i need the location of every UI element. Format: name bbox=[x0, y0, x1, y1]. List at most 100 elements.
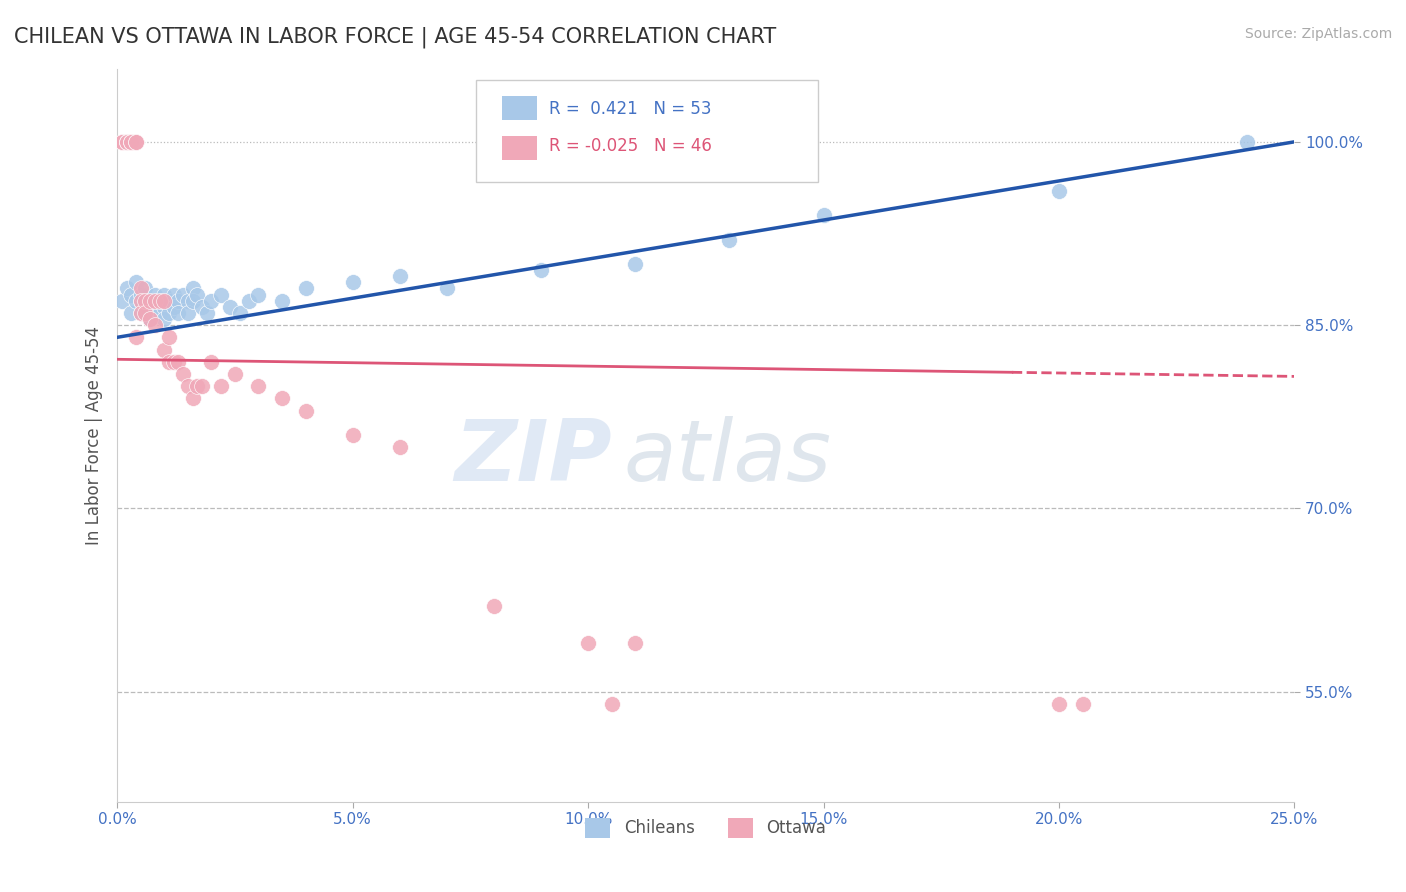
Point bbox=[224, 367, 246, 381]
Point bbox=[115, 135, 138, 149]
Point bbox=[134, 306, 156, 320]
Point bbox=[247, 287, 270, 301]
Point bbox=[129, 281, 152, 295]
Point bbox=[120, 135, 142, 149]
Point bbox=[167, 306, 190, 320]
Point bbox=[200, 355, 222, 369]
Point bbox=[342, 428, 364, 442]
Point bbox=[163, 300, 186, 314]
Point bbox=[129, 306, 152, 320]
Point bbox=[163, 355, 186, 369]
Point bbox=[388, 440, 411, 454]
Point bbox=[139, 312, 162, 326]
Point bbox=[143, 300, 166, 314]
Point bbox=[191, 300, 214, 314]
Point bbox=[148, 306, 170, 320]
Point bbox=[115, 135, 138, 149]
Point bbox=[148, 293, 170, 308]
Point bbox=[120, 135, 142, 149]
Point bbox=[143, 287, 166, 301]
Point bbox=[172, 287, 194, 301]
FancyBboxPatch shape bbox=[477, 79, 818, 182]
Point bbox=[209, 379, 232, 393]
Text: ZIP: ZIP bbox=[454, 416, 612, 499]
Point bbox=[294, 281, 316, 295]
Point bbox=[1071, 697, 1094, 711]
Point bbox=[153, 312, 176, 326]
Text: atlas: atlas bbox=[623, 416, 831, 499]
Point bbox=[624, 257, 647, 271]
Point bbox=[153, 300, 176, 314]
Point bbox=[342, 276, 364, 290]
Text: R = -0.025   N = 46: R = -0.025 N = 46 bbox=[550, 136, 711, 154]
Point bbox=[134, 306, 156, 320]
Point bbox=[143, 293, 166, 308]
Point bbox=[294, 403, 316, 417]
Point bbox=[1236, 135, 1258, 149]
Point bbox=[238, 293, 260, 308]
Point bbox=[247, 379, 270, 393]
Y-axis label: In Labor Force | Age 45-54: In Labor Force | Age 45-54 bbox=[86, 326, 103, 544]
Point bbox=[1047, 697, 1070, 711]
Point bbox=[271, 293, 294, 308]
Point bbox=[388, 269, 411, 284]
Point bbox=[436, 281, 458, 295]
Point bbox=[120, 306, 142, 320]
Point bbox=[157, 293, 180, 308]
Point bbox=[129, 287, 152, 301]
Text: R =  0.421   N = 53: R = 0.421 N = 53 bbox=[550, 100, 711, 118]
Point bbox=[125, 276, 148, 290]
Point bbox=[177, 379, 200, 393]
Text: CHILEAN VS OTTAWA IN LABOR FORCE | AGE 45-54 CORRELATION CHART: CHILEAN VS OTTAWA IN LABOR FORCE | AGE 4… bbox=[14, 27, 776, 48]
Point bbox=[186, 379, 208, 393]
Point bbox=[115, 135, 138, 149]
Point bbox=[271, 392, 294, 406]
Point bbox=[209, 287, 232, 301]
Point bbox=[153, 343, 176, 357]
Point bbox=[167, 355, 190, 369]
Point bbox=[115, 281, 138, 295]
Point bbox=[125, 293, 148, 308]
Point bbox=[228, 306, 250, 320]
Point bbox=[167, 293, 190, 308]
Point bbox=[111, 293, 134, 308]
Text: Source: ZipAtlas.com: Source: ZipAtlas.com bbox=[1244, 27, 1392, 41]
Point bbox=[181, 392, 204, 406]
Point bbox=[148, 293, 170, 308]
Point bbox=[163, 287, 186, 301]
Point bbox=[181, 293, 204, 308]
FancyBboxPatch shape bbox=[502, 136, 537, 161]
Point bbox=[125, 135, 148, 149]
Point bbox=[139, 293, 162, 308]
Point bbox=[125, 135, 148, 149]
Point bbox=[120, 287, 142, 301]
Point bbox=[111, 135, 134, 149]
Point bbox=[600, 697, 623, 711]
Point bbox=[139, 312, 162, 326]
Point bbox=[157, 355, 180, 369]
Point bbox=[111, 135, 134, 149]
Point bbox=[200, 293, 222, 308]
Point bbox=[181, 281, 204, 295]
Legend: Chileans, Ottawa: Chileans, Ottawa bbox=[579, 811, 832, 845]
Point bbox=[134, 300, 156, 314]
Point bbox=[157, 330, 180, 344]
Point bbox=[482, 599, 505, 613]
Point bbox=[134, 281, 156, 295]
Point bbox=[172, 367, 194, 381]
Point bbox=[153, 293, 176, 308]
Point bbox=[1047, 184, 1070, 198]
Point bbox=[157, 306, 180, 320]
Point bbox=[177, 306, 200, 320]
Point bbox=[139, 293, 162, 308]
Point bbox=[530, 263, 553, 277]
FancyBboxPatch shape bbox=[502, 95, 537, 120]
Point bbox=[134, 293, 156, 308]
Point bbox=[129, 306, 152, 320]
Point bbox=[186, 287, 208, 301]
Point bbox=[177, 293, 200, 308]
Point bbox=[153, 287, 176, 301]
Point bbox=[129, 293, 152, 308]
Point bbox=[139, 312, 162, 326]
Point bbox=[718, 233, 741, 247]
